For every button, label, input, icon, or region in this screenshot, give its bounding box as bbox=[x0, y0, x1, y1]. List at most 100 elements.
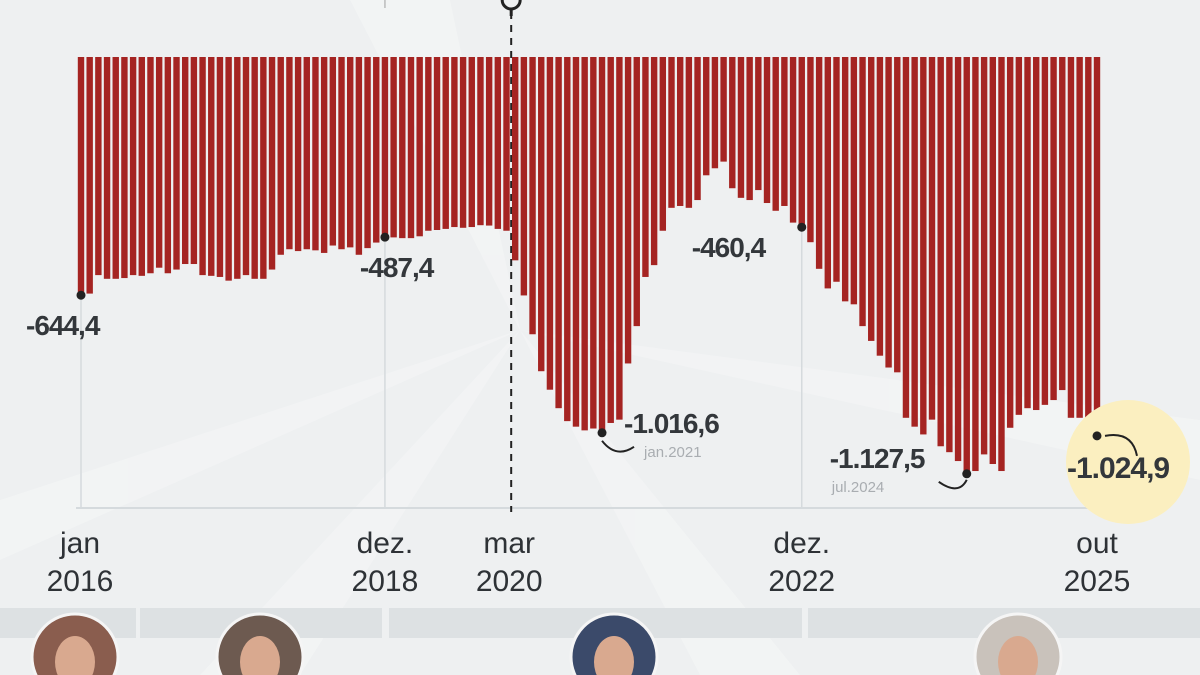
x-tick-month: out bbox=[1076, 527, 1118, 560]
background-ray bbox=[520, 330, 800, 675]
data-point-dot bbox=[76, 290, 86, 300]
bar bbox=[729, 57, 736, 189]
bar bbox=[859, 57, 866, 327]
curved-arrow-icon bbox=[1104, 434, 1138, 457]
bar bbox=[833, 57, 840, 282]
bar bbox=[920, 57, 927, 435]
bar bbox=[989, 57, 996, 465]
bar bbox=[815, 57, 823, 269]
bar bbox=[876, 57, 884, 356]
bar bbox=[390, 57, 397, 238]
bar bbox=[112, 57, 119, 279]
bar bbox=[807, 57, 814, 243]
x-tick-year: 2020 bbox=[476, 565, 543, 598]
bar bbox=[720, 57, 727, 162]
bar bbox=[781, 57, 788, 206]
bar bbox=[77, 57, 85, 296]
bar bbox=[1041, 57, 1049, 405]
virus-icon-body bbox=[500, 0, 522, 11]
bar bbox=[1085, 57, 1092, 437]
bar bbox=[763, 57, 771, 204]
portrait-face bbox=[240, 636, 280, 675]
value-label: -1.024,9 bbox=[1067, 452, 1169, 485]
bar bbox=[1033, 57, 1040, 411]
date-sublabel: jul.2024 bbox=[831, 479, 885, 496]
bar bbox=[485, 57, 493, 226]
annotations: -644,4 -487,4 -1.016,6 jan.2021 -460,4 -1.127… bbox=[26, 222, 1170, 496]
bar bbox=[659, 57, 667, 231]
bar bbox=[407, 57, 415, 239]
bar bbox=[902, 57, 910, 418]
bar bbox=[147, 57, 154, 274]
bar bbox=[850, 57, 858, 305]
bar bbox=[381, 57, 389, 238]
bar bbox=[581, 57, 588, 431]
bar bbox=[772, 57, 779, 211]
bar bbox=[954, 57, 962, 462]
bar bbox=[468, 57, 475, 228]
bar bbox=[624, 57, 632, 364]
bar bbox=[946, 57, 953, 453]
bar bbox=[1024, 57, 1031, 409]
bar bbox=[668, 57, 675, 208]
x-tick-year: 2018 bbox=[352, 565, 419, 598]
bar bbox=[95, 57, 102, 276]
bar bbox=[598, 57, 606, 433]
bars bbox=[77, 57, 1101, 474]
bar bbox=[364, 57, 371, 249]
bar bbox=[590, 57, 597, 429]
president-timeline bbox=[0, 608, 1200, 675]
curved-arrow-icon bbox=[938, 479, 968, 490]
bar bbox=[963, 57, 970, 474]
highlight-circle bbox=[1066, 400, 1190, 524]
bar bbox=[234, 57, 241, 279]
data-point-dot bbox=[1092, 431, 1102, 441]
bar bbox=[928, 57, 936, 420]
value-label: -460,4 bbox=[692, 232, 767, 263]
bar bbox=[798, 57, 805, 228]
value-label: -487,4 bbox=[360, 252, 435, 283]
bar bbox=[529, 57, 536, 335]
value-label: -1.016,6 bbox=[624, 408, 719, 439]
bar bbox=[373, 57, 380, 243]
bar bbox=[329, 57, 337, 246]
x-tick-month: dez. bbox=[773, 527, 830, 560]
bar bbox=[346, 57, 354, 248]
bar bbox=[294, 57, 302, 252]
bar bbox=[155, 57, 163, 268]
bar bbox=[824, 57, 832, 289]
portrait-face bbox=[998, 636, 1038, 675]
bar bbox=[260, 57, 267, 279]
bar bbox=[633, 57, 640, 327]
bar bbox=[1006, 57, 1014, 428]
bar bbox=[746, 57, 753, 201]
bar bbox=[494, 57, 502, 229]
bar bbox=[980, 57, 988, 455]
bar bbox=[607, 57, 614, 423]
bar bbox=[703, 57, 710, 176]
bar bbox=[546, 57, 554, 390]
bar bbox=[503, 57, 510, 231]
bar bbox=[477, 57, 484, 226]
bar bbox=[937, 57, 944, 447]
bar bbox=[1076, 57, 1083, 418]
bar bbox=[1067, 57, 1075, 418]
bar bbox=[685, 57, 693, 208]
date-sublabel: jan.2021 bbox=[643, 444, 702, 461]
bar bbox=[841, 57, 849, 302]
portrait-face bbox=[55, 636, 95, 675]
background-ray bbox=[520, 330, 1200, 480]
bar bbox=[425, 57, 432, 231]
bar bbox=[225, 57, 232, 281]
bar bbox=[320, 57, 328, 253]
bar bbox=[442, 57, 449, 229]
bar bbox=[173, 57, 180, 270]
curved-arrow-icon bbox=[601, 440, 635, 453]
bar bbox=[564, 57, 571, 422]
bar bbox=[555, 57, 562, 409]
virus-icon bbox=[500, 0, 522, 16]
bar bbox=[1093, 57, 1101, 436]
bar bbox=[911, 57, 918, 427]
bar bbox=[1015, 57, 1023, 415]
